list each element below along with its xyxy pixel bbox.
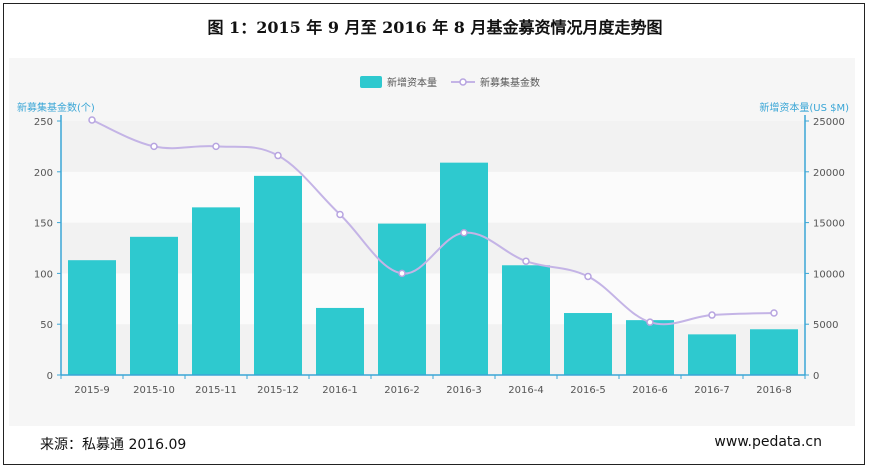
right-tick-label: 25000 [813,117,845,128]
right-tick-label: 5000 [813,320,838,331]
site-url: www.pedata.cn [714,434,822,450]
point-2015-10 [150,142,158,151]
left-tick-label: 200 [34,168,53,179]
x-tick-label: 2015-10 [133,385,175,396]
point-2016-6 [646,318,654,326]
bar-2016-5 [564,313,612,375]
source-note: 来源：私募通 2016.09 [40,437,187,453]
bar-2016-6 [626,320,674,375]
x-tick-label: 2016-7 [694,385,729,396]
left-axis-title: 新募集基金数(个) [17,101,95,114]
x-tick-label: 2016-4 [508,385,543,396]
point-2016-3 [460,229,468,237]
point-2015-11 [212,142,220,151]
bar-2015-11 [192,207,240,375]
point-2016-1 [336,210,344,219]
left-tick-label: 0 [47,371,53,382]
x-tick-label: 2015-9 [74,385,109,396]
x-tick-label: 2016-6 [632,385,667,396]
x-tick-label: 2016-5 [570,385,605,396]
grid-band [61,171,805,223]
left-tick-label: 250 [34,117,53,128]
left-tick-label: 50 [40,320,53,331]
grid-band [61,273,805,325]
legend-line-marker [459,78,467,86]
bar-2016-7 [688,334,736,375]
bar-2016-2 [378,223,426,375]
bar-2015-12 [254,175,302,375]
bar-2016-8 [750,329,798,375]
chart-area: 0 50 100 150 200 250 0 5000 10000 15000 20000 25000… [9,58,855,426]
grid-band [61,222,805,274]
grid-band [61,121,805,172]
right-tick-label: 20000 [813,168,845,179]
chart-title: 图 1：2015 年 9 月至 2016 年 8 月基金募资情况月度走势图 [207,18,663,37]
bar-2016-3 [440,162,488,375]
bar-2015-9 [68,260,116,375]
legend-bar-label: 新增资本量 [387,76,437,89]
point-2016-4 [522,257,530,265]
x-tick-label: 2015-12 [257,385,299,396]
point-2016-8 [770,309,778,317]
x-tick-label: 2016-2 [384,385,419,396]
point-2015-12 [274,151,282,160]
point-2015-9 [88,116,96,124]
chart-svg: 0 50 100 150 200 250 0 5000 10000 15000 20000 25000… [17,76,849,396]
point-2016-7 [708,311,716,319]
right-tick-label: 10000 [813,269,845,280]
grid-band [61,324,805,375]
bar-2016-4 [502,265,550,375]
legend-line-label: 新募集基金数 [480,76,540,89]
x-tick-label: 2016-1 [322,385,357,396]
right-tick-label: 15000 [813,219,845,230]
right-axis-title: 新增资本量(US $M) [759,101,849,114]
x-tick-label: 2016-8 [756,385,791,396]
left-tick-label: 100 [34,269,53,280]
x-tick-label: 2015-11 [195,385,237,396]
left-tick-label: 150 [34,219,53,230]
x-tick-label: 2016-3 [446,385,481,396]
right-tick-label: 0 [813,371,819,382]
bar-2016-1 [316,307,364,375]
bar-2015-10 [130,236,178,375]
point-2016-2 [398,269,406,278]
point-2016-5 [584,272,592,281]
legend-bar-swatch [360,76,382,88]
